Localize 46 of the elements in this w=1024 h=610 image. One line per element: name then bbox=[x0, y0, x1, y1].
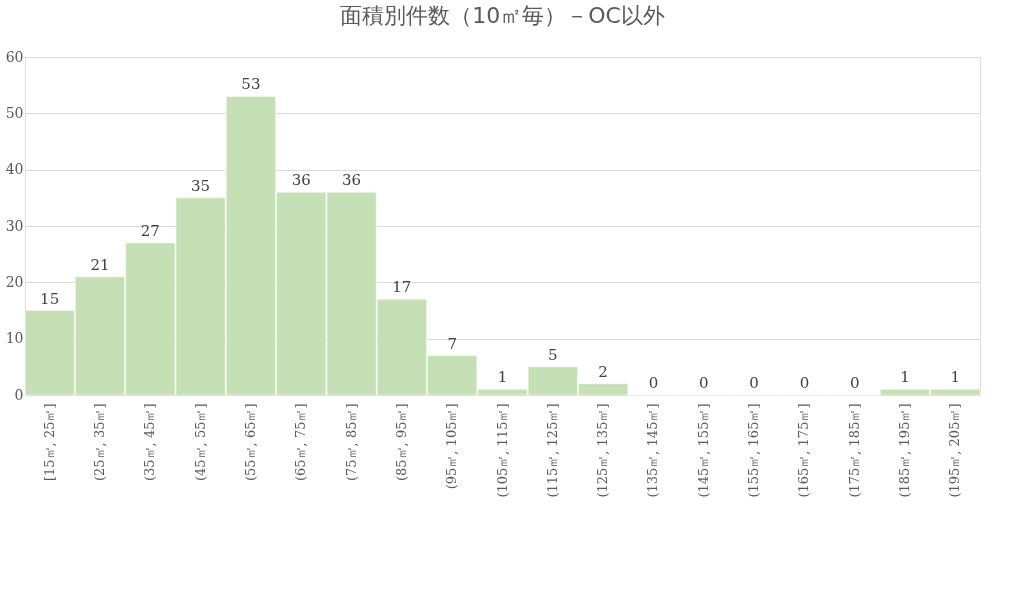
data-label: 21 bbox=[90, 255, 110, 274]
data-label: 35 bbox=[191, 176, 211, 195]
x-tick-label: (105㎡, 115㎡] bbox=[494, 403, 510, 498]
data-label: 7 bbox=[447, 334, 457, 353]
y-tick-label: 40 bbox=[5, 161, 24, 178]
data-label: 1 bbox=[900, 368, 910, 387]
x-tick-label: (75㎡, 85㎡] bbox=[343, 403, 359, 481]
x-tick-label: (95㎡, 105㎡] bbox=[444, 403, 460, 490]
x-tick-label: (165㎡, 175㎡] bbox=[796, 403, 812, 498]
data-label: 36 bbox=[342, 171, 362, 190]
x-tick-label: (155㎡, 165㎡] bbox=[746, 403, 762, 498]
x-tick-label: (175㎡, 185㎡] bbox=[846, 403, 862, 498]
data-label: 1 bbox=[950, 368, 961, 387]
data-label: 0 bbox=[749, 374, 759, 392]
chart-title: 面積別件数（10㎡毎）－OC以外 bbox=[340, 3, 665, 28]
y-tick-label: 10 bbox=[5, 330, 24, 347]
data-label: 17 bbox=[392, 278, 412, 297]
x-tick-label: (185㎡, 195㎡] bbox=[897, 403, 913, 498]
y-tick-label: 60 bbox=[5, 48, 24, 65]
data-label: 2 bbox=[598, 362, 608, 381]
x-tick-label: (145㎡, 155㎡] bbox=[695, 403, 711, 498]
data-label: 53 bbox=[241, 75, 261, 94]
x-tick-label: (35㎡, 45㎡] bbox=[142, 403, 158, 481]
data-label: 1 bbox=[497, 368, 508, 387]
y-tick-label: 30 bbox=[5, 217, 24, 234]
x-tick-label: (195㎡, 205㎡] bbox=[947, 403, 963, 498]
data-label: 0 bbox=[849, 374, 860, 392]
x-tick-label: (115㎡, 125㎡] bbox=[544, 403, 560, 498]
x-tick-label: [15㎡, 25㎡] bbox=[41, 403, 57, 481]
data-label: 0 bbox=[799, 374, 810, 392]
x-tick-label: (125㎡, 135㎡] bbox=[595, 403, 611, 498]
x-tick-label: (85㎡, 95㎡] bbox=[393, 403, 409, 481]
data-label: 27 bbox=[140, 221, 160, 240]
data-label: 0 bbox=[648, 374, 659, 392]
data-label: 36 bbox=[291, 171, 311, 190]
x-tick-label: (25㎡, 35㎡] bbox=[91, 403, 107, 481]
data-label: 15 bbox=[40, 289, 60, 308]
y-tick-label: 20 bbox=[5, 273, 24, 290]
y-tick-label: 50 bbox=[5, 104, 24, 121]
y-tick-label: 0 bbox=[14, 386, 24, 403]
x-tick-label: (65㎡, 75㎡] bbox=[293, 403, 309, 481]
x-tick-label: (135㎡, 145㎡] bbox=[645, 403, 661, 498]
x-tick-label: (45㎡, 55㎡] bbox=[192, 403, 208, 481]
data-label: 5 bbox=[548, 345, 558, 364]
data-label: 0 bbox=[698, 374, 709, 392]
x-tick-label: (55㎡, 65㎡] bbox=[242, 403, 258, 481]
